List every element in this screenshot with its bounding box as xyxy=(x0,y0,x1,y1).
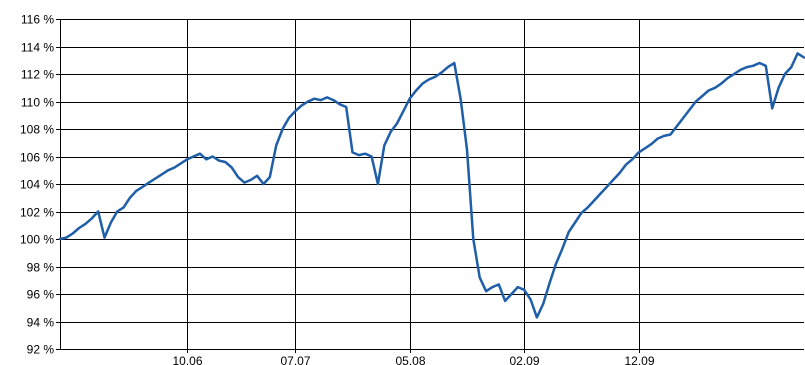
y-tick-label: 114 % xyxy=(21,41,54,55)
x-tick-label: 12.09 xyxy=(624,354,654,365)
x-tick-label: 07.07 xyxy=(280,354,310,365)
y-tick-label: 106 % xyxy=(20,151,54,165)
y-tick-label: 116 % xyxy=(21,13,54,27)
x-tick-label: 02.09 xyxy=(509,354,539,365)
y-tick-label: 104 % xyxy=(20,178,54,192)
series-group xyxy=(58,52,805,319)
chart-grid xyxy=(56,19,804,353)
y-tick-label: 112 % xyxy=(21,68,54,82)
y-tick-label: 108 % xyxy=(20,123,54,137)
y-tick-label: 92 % xyxy=(27,343,55,357)
x-tick-label: 05.08 xyxy=(395,354,425,365)
y-tick-label: 102 % xyxy=(20,206,54,220)
series-line xyxy=(58,52,805,319)
y-axis-tick-labels: 92 % 94 % 96 % 98 % 100 % 102 % 104 % 106 % 108 … xyxy=(20,13,54,357)
x-tick-label: 10.06 xyxy=(172,354,202,365)
y-tick-label: 96 % xyxy=(27,288,55,302)
y-tick-label: 98 % xyxy=(27,261,55,275)
y-tick-label: 94 % xyxy=(27,316,55,330)
x-axis-tick-labels: 10.06 07.07 05.08 02.09 12.09 xyxy=(172,354,654,365)
y-tick-label: 110 % xyxy=(21,96,54,110)
y-tick-label: 100 % xyxy=(20,233,54,247)
